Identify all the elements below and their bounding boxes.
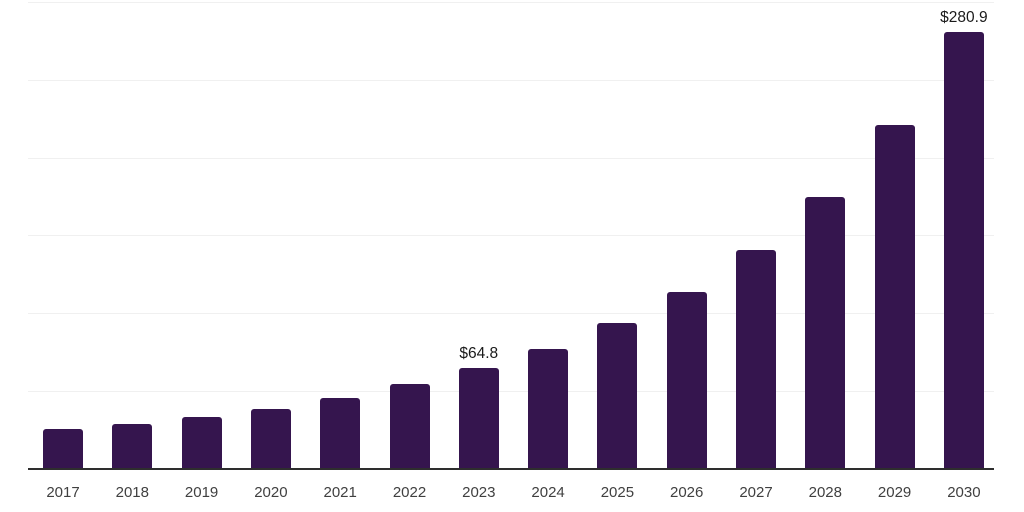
gridline-100	[28, 313, 994, 314]
bar-2019	[181, 417, 222, 469]
x-axis-label-2025: 2025	[600, 484, 635, 501]
x-axis-label-2024: 2024	[531, 484, 565, 501]
bar-2024	[528, 348, 569, 469]
gridline-200	[28, 157, 994, 159]
bar-2020	[250, 408, 291, 469]
x-axis-label-2023: 2023	[462, 484, 496, 501]
bar-2028	[805, 196, 846, 469]
x-axis-label-2028: 2028	[808, 484, 842, 501]
x-axis-label-2029: 2029	[877, 484, 912, 501]
gridline-50	[28, 390, 994, 392]
x-axis-label-2022: 2022	[392, 484, 427, 501]
gridline-300	[28, 2, 994, 3]
x-axis-label-2026: 2026	[670, 484, 704, 501]
bar-2030	[943, 31, 984, 469]
data-label-2030: $280.9	[940, 8, 988, 26]
bar-2025	[597, 322, 638, 469]
gridline-250	[28, 79, 994, 81]
bar-2017	[43, 429, 83, 469]
x-axis-label-2020: 2020	[254, 484, 288, 501]
data-label-2023: $64.8	[459, 344, 499, 362]
x-axis-label-2027: 2027	[739, 484, 773, 501]
bar-2027	[736, 250, 776, 469]
bar-2018	[112, 424, 153, 469]
bar-2022	[389, 383, 430, 469]
bar-2021	[320, 397, 361, 469]
gridline-150	[28, 235, 994, 237]
x-axis-label-2019: 2019	[184, 484, 219, 501]
x-axis-label-2021: 2021	[323, 484, 357, 501]
x-axis-line	[28, 468, 994, 470]
x-axis-label-2018: 2018	[115, 484, 149, 501]
x-axis-label-2030: 2030	[947, 484, 981, 501]
bar-2023	[458, 367, 499, 469]
x-axis-label-2017: 2017	[46, 484, 80, 501]
bar-2026	[666, 291, 707, 469]
bar-2029	[874, 125, 915, 469]
